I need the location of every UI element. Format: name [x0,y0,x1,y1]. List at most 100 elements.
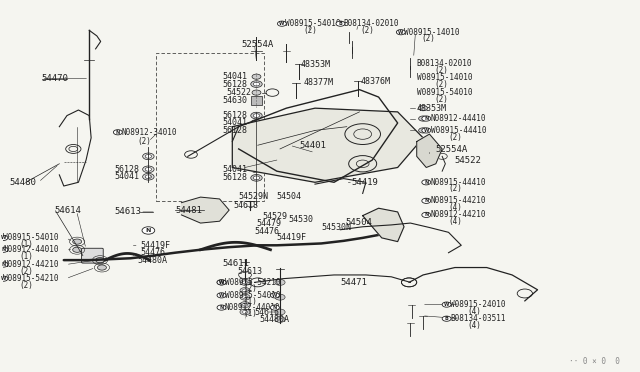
Circle shape [0,262,8,267]
Circle shape [422,180,431,185]
Text: W08915-24010: W08915-24010 [451,300,506,309]
Circle shape [243,311,248,314]
Text: N08912-44210: N08912-44210 [3,260,59,269]
Circle shape [240,294,250,300]
Circle shape [252,90,261,95]
Text: W: W [219,280,224,285]
Polygon shape [363,208,404,241]
Circle shape [422,198,431,203]
Circle shape [422,212,431,218]
Text: (2): (2) [19,267,33,276]
Text: N: N [116,130,120,135]
Text: N08915-44410: N08915-44410 [431,178,486,187]
Circle shape [145,175,152,179]
Text: N08912-44010: N08912-44010 [225,303,280,312]
Circle shape [396,30,405,35]
Circle shape [73,239,82,244]
FancyBboxPatch shape [252,96,262,105]
Text: (2): (2) [449,185,463,193]
Text: B: B [339,21,342,26]
Polygon shape [417,134,442,167]
Text: (2): (2) [435,66,449,75]
Text: 54504: 54504 [277,192,302,201]
Text: (2): (2) [422,34,436,44]
Text: 54529: 54529 [263,212,288,221]
Text: W: W [219,293,224,298]
Text: N: N [146,228,151,233]
Text: (4): (4) [468,307,481,316]
Circle shape [251,174,262,181]
Text: (1): (1) [19,240,33,249]
Text: (4): (4) [449,217,463,226]
Text: (2): (2) [244,284,258,293]
Circle shape [278,21,286,26]
Circle shape [275,279,285,285]
Text: (2): (2) [137,137,151,146]
Text: W: W [424,128,429,133]
Circle shape [0,276,8,281]
FancyBboxPatch shape [82,248,103,263]
Circle shape [0,235,8,240]
Text: 48376M: 48376M [360,77,390,86]
Text: (1): (1) [244,297,258,306]
Text: 48353M: 48353M [417,104,447,113]
Circle shape [275,309,285,315]
Text: (2): (2) [435,80,449,89]
Circle shape [145,154,152,158]
Circle shape [442,316,451,321]
Circle shape [251,81,262,87]
Text: W: W [272,293,278,298]
Circle shape [422,116,431,121]
Text: N08912-34010: N08912-34010 [121,128,177,137]
Bar [156,52,264,201]
Circle shape [442,302,451,307]
Text: 54476: 54476 [140,248,165,257]
Text: W08915-54010: W08915-54010 [3,233,59,243]
Text: W08915-54210: W08915-54210 [225,278,280,287]
Circle shape [113,130,122,135]
Text: 54041: 54041 [223,119,248,128]
Text: B08134-02010: B08134-02010 [344,19,399,28]
Text: (1): (1) [19,252,33,261]
Text: N: N [424,198,428,203]
Text: (4): (4) [468,321,481,330]
Circle shape [251,166,262,173]
Circle shape [275,317,285,323]
Text: 54504: 54504 [346,218,372,227]
Text: W08915-54010: W08915-54010 [285,19,340,28]
Circle shape [336,21,345,26]
Circle shape [251,112,262,119]
Text: 54041: 54041 [223,165,248,174]
Text: 54041: 54041 [223,72,248,81]
Circle shape [252,74,261,79]
Text: 54479: 54479 [257,219,282,228]
Text: 56128: 56128 [223,111,248,120]
Circle shape [419,128,428,133]
Circle shape [73,247,82,252]
Text: 54471: 54471 [340,278,367,287]
Circle shape [143,153,154,160]
Circle shape [217,280,226,285]
Circle shape [422,128,431,133]
Text: N: N [1,262,6,267]
Text: N: N [273,305,277,310]
Text: W: W [219,280,224,285]
Text: W08915-14010: W08915-14010 [404,28,460,37]
Text: 54419F: 54419F [140,241,170,250]
Text: 54522: 54522 [226,88,251,97]
Text: (2): (2) [435,95,449,104]
Text: 54041: 54041 [115,172,140,181]
Circle shape [143,166,154,173]
Circle shape [275,294,285,300]
Text: 52554A: 52554A [242,40,274,49]
Circle shape [253,129,260,132]
Text: B08134-03511: B08134-03511 [451,314,506,323]
Text: 56128: 56128 [223,173,248,182]
Text: 54480A: 54480A [259,315,289,324]
Text: 56128: 56128 [115,165,140,174]
Circle shape [240,302,250,308]
Text: N: N [424,180,428,185]
Circle shape [97,265,106,270]
Text: N: N [220,305,223,310]
Text: 54611: 54611 [223,259,250,268]
